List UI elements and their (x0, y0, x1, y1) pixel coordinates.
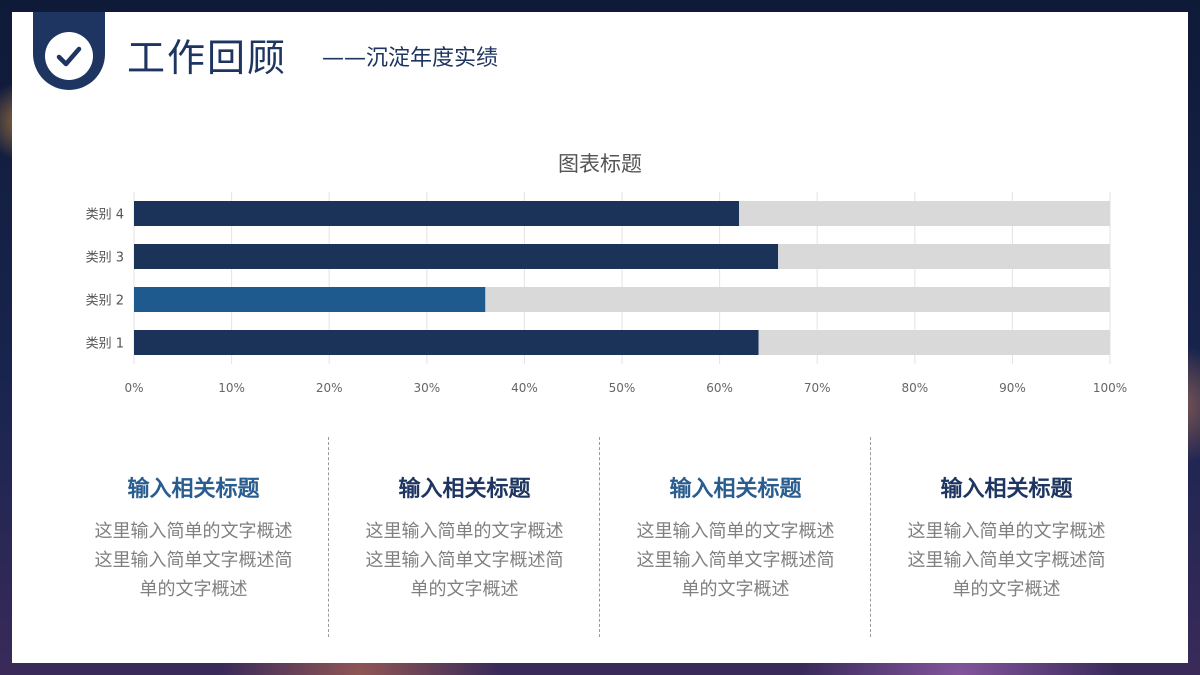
bar-chart: 0% 10% 20% 30% 40% 50% 60% 70% 80% 90% 100% 类别 1 类别 … (86, 192, 1127, 395)
chart-title: 图表标题 (558, 152, 642, 176)
check-icon (56, 46, 82, 67)
column-description: 这里输入简单的文字概述这里输入简单文字概述简单的文字概述 (636, 521, 835, 600)
x-tick-label: 0% (124, 381, 143, 395)
column-divider (599, 437, 600, 637)
x-tick-label: 20% (316, 381, 343, 395)
summary-columns: 输入相关标题 这里输入简单的文字概述这里输入简单文字概述简单的文字概述 输入相关标题… (12, 437, 1188, 637)
bar-remainder (778, 244, 1110, 269)
x-tick-label: 40% (511, 381, 538, 395)
bar-remainder (739, 201, 1110, 226)
column-divider (870, 437, 871, 637)
x-tick-label: 80% (901, 381, 928, 395)
page-title: 工作回顾 (127, 36, 288, 80)
x-tick-label: 100% (1093, 381, 1127, 395)
slide-panel: 工作回顾 ——沉淀年度实绩 图表标题 0% 10% 20% 30% 40% 50% 60% 7… (12, 12, 1188, 663)
column-title: 输入相关标题 (398, 477, 531, 502)
bar-remainder (485, 287, 1110, 312)
check-circle (45, 32, 93, 80)
column-title: 输入相关标题 (940, 477, 1073, 502)
column-title: 输入相关标题 (127, 477, 260, 502)
summary-column: 输入相关标题这里输入简单的文字概述这里输入简单文字概述简单的文字概述 (58, 437, 329, 637)
bar-value (134, 201, 740, 226)
page-subtitle: ——沉淀年度实绩 (322, 46, 499, 71)
column-description: 这里输入简单的文字概述这里输入简单文字概述简单的文字概述 (907, 521, 1106, 600)
x-tick-label: 50% (609, 381, 636, 395)
y-category-label: 类别 4 (86, 208, 124, 223)
summary-column: 输入相关标题这里输入简单的文字概述这里输入简单文字概述简单的文字概述 (871, 437, 1142, 637)
header-badge (33, 12, 105, 90)
column-divider (328, 437, 329, 637)
summary-column: 输入相关标题这里输入简单的文字概述这里输入简单文字概述简单的文字概述 (600, 437, 871, 637)
x-tick-label: 90% (999, 381, 1026, 395)
column-title: 输入相关标题 (669, 477, 802, 502)
y-category-label: 类别 1 (86, 337, 124, 352)
summary-column: 输入相关标题这里输入简单的文字概述这里输入简单文字概述简单的文字概述 (329, 437, 600, 637)
x-tick-label: 70% (804, 381, 831, 395)
column-description: 这里输入简单的文字概述这里输入简单文字概述简单的文字概述 (365, 521, 564, 600)
bar-value (134, 287, 486, 312)
x-tick-label: 10% (218, 381, 245, 395)
bar-value (134, 244, 779, 269)
bar-value (134, 330, 759, 355)
y-category-label: 类别 2 (86, 294, 124, 309)
x-tick-label: 60% (706, 381, 733, 395)
x-tick-label: 30% (413, 381, 440, 395)
column-description: 这里输入简单的文字概述这里输入简单文字概述简单的文字概述 (94, 521, 293, 600)
y-category-label: 类别 3 (86, 251, 124, 266)
bar-remainder (758, 330, 1110, 355)
